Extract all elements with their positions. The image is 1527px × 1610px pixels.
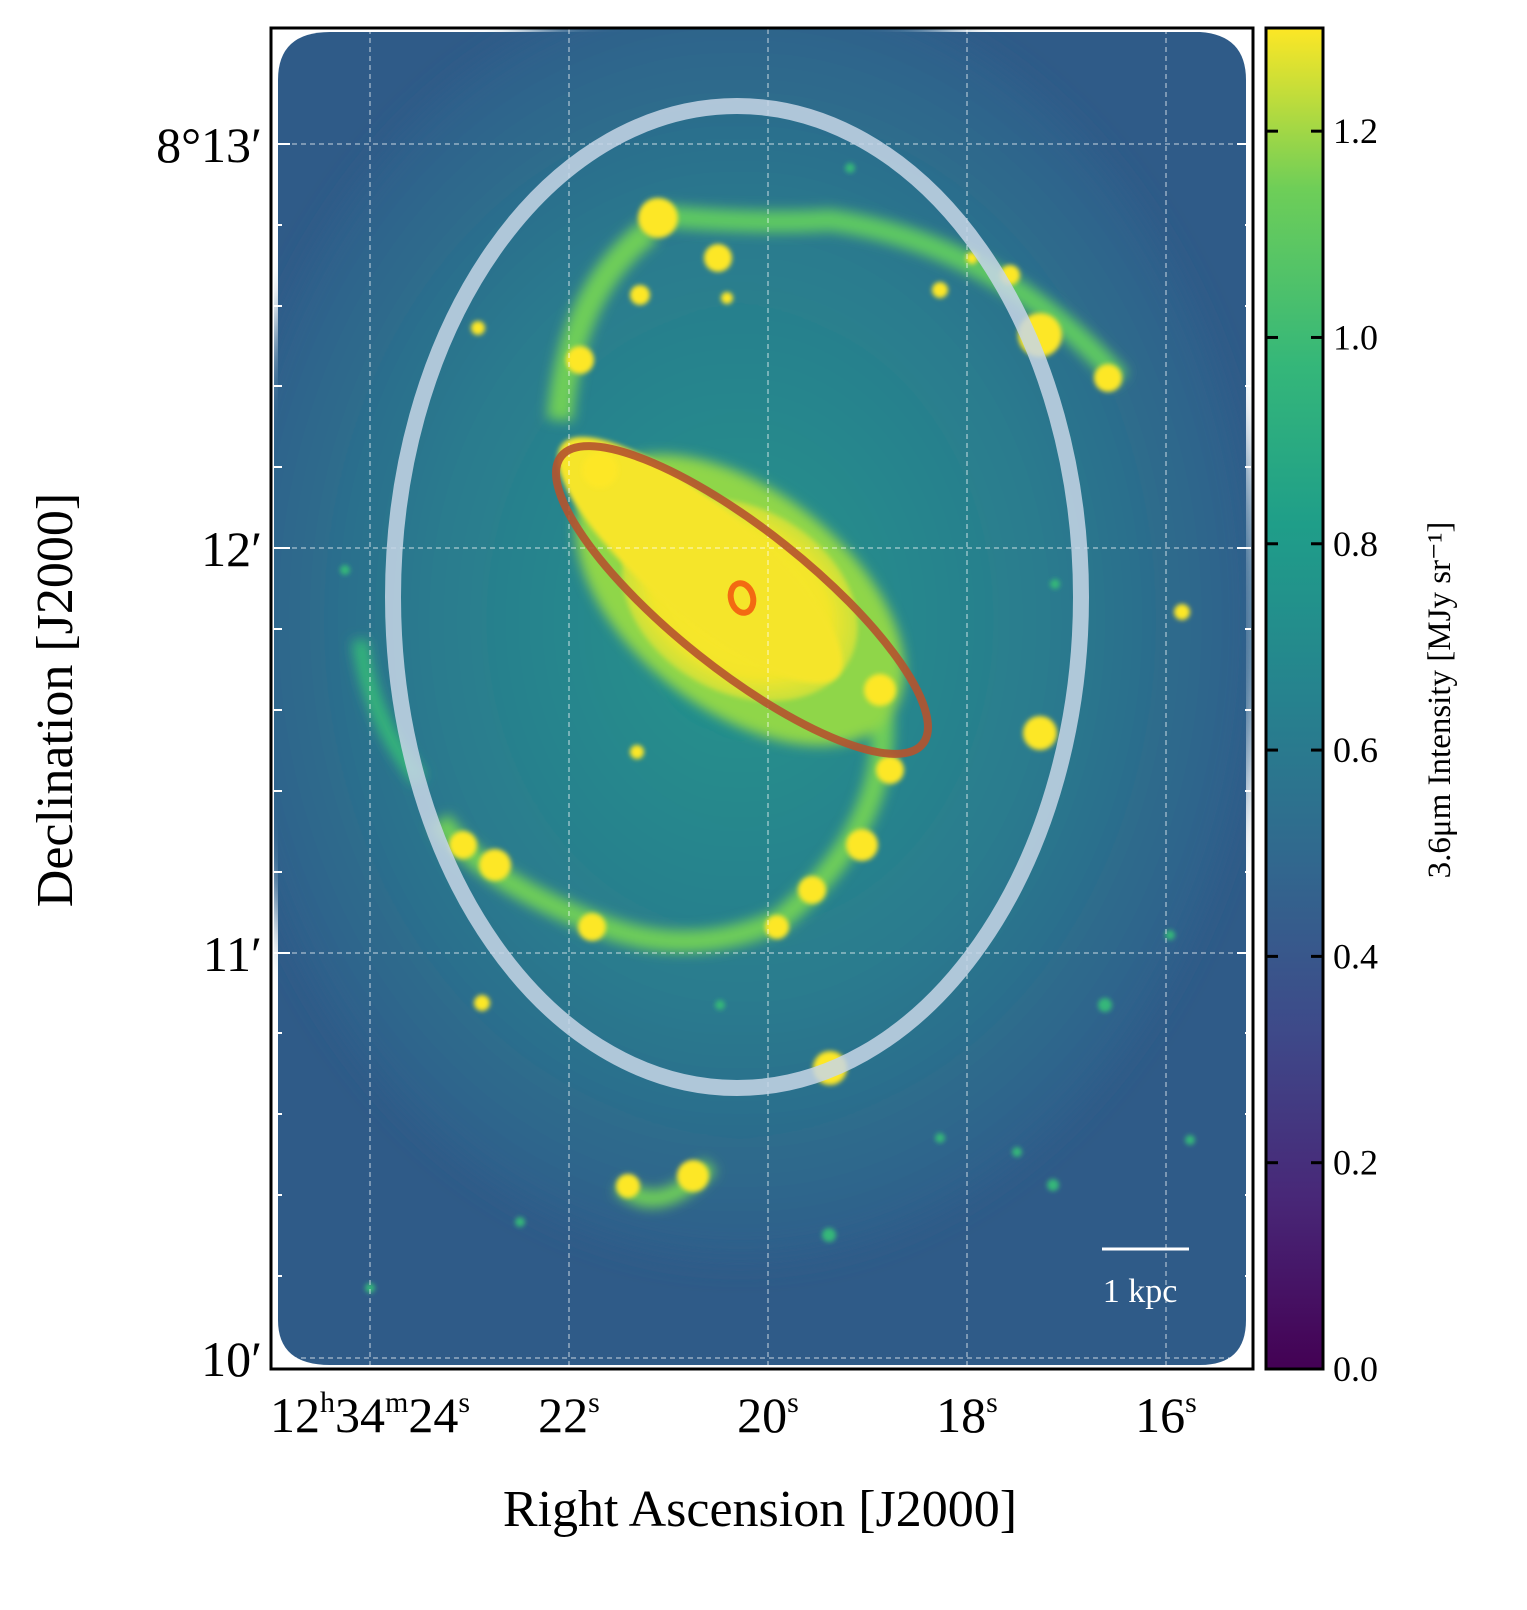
colorbar bbox=[1266, 28, 1323, 1369]
coordinate-grid bbox=[274, 29, 1253, 1368]
ra-tick-label: 16s bbox=[1135, 1386, 1197, 1443]
ra-seconds: 24 bbox=[408, 1387, 458, 1443]
y-axis-title: Declination [J2000] bbox=[27, 493, 84, 907]
intensity-map: 1 kpc bbox=[274, 29, 1253, 1368]
colorbar-tick-label: 0.8 bbox=[1333, 524, 1378, 564]
ra-tick-label: 18s bbox=[936, 1386, 998, 1443]
dec-tick-label: 8°13′ bbox=[156, 117, 262, 173]
dec-tick-label: 11′ bbox=[203, 926, 262, 982]
plot-frame bbox=[269, 26, 1255, 1371]
ra-tick-labels: 12h34m24s 22s 20s 18s 16s bbox=[270, 1386, 1197, 1443]
frame-ticks bbox=[274, 143, 1251, 1277]
bar-ellipse bbox=[552, 442, 932, 758]
colorbar-tick-label: 0.0 bbox=[1333, 1349, 1378, 1389]
dec-tick-label: 12′ bbox=[201, 521, 262, 577]
outer-ring-ellipse bbox=[385, 98, 1089, 1096]
nucleus-ellipse bbox=[727, 580, 757, 616]
ra-m-sup: m bbox=[385, 1386, 408, 1419]
colorbar-tick-label: 0.4 bbox=[1333, 936, 1378, 976]
ra-tick-label: 22s bbox=[538, 1386, 600, 1443]
colorbar-tick-label: 1.0 bbox=[1333, 317, 1378, 357]
colorbar-tick-label: 0.2 bbox=[1333, 1143, 1378, 1183]
ra-tick-label-first: 12h34m24s bbox=[270, 1386, 470, 1443]
colorbar-tick-label: 0.6 bbox=[1333, 730, 1378, 770]
ra-tick-label: 20s bbox=[737, 1386, 799, 1443]
dec-tick-label: 10′ bbox=[201, 1331, 262, 1387]
colorbar-frame bbox=[1264, 26, 1325, 1371]
faint-clumps bbox=[340, 163, 1195, 1293]
scale-bar-label: 1 kpc bbox=[1103, 1273, 1178, 1310]
ra-h-sup: h bbox=[320, 1386, 335, 1419]
colorbar-tick-label: 1.2 bbox=[1333, 111, 1378, 151]
x-axis-title: Right Ascension [J2000] bbox=[503, 1481, 1017, 1538]
colorbar-ticks: 0.0 0.2 0.4 0.6 0.8 1.0 1.2 bbox=[1266, 111, 1378, 1389]
ra-s-sup: s bbox=[458, 1386, 470, 1419]
ra-hours: 12 bbox=[270, 1387, 320, 1443]
dec-tick-labels: 8°13′ 12′ 11′ 10′ bbox=[156, 117, 262, 1387]
ra-minutes: 34 bbox=[335, 1387, 385, 1443]
colorbar-title: 3.6μm Intensity [MJy sr⁻¹] bbox=[1422, 522, 1458, 879]
